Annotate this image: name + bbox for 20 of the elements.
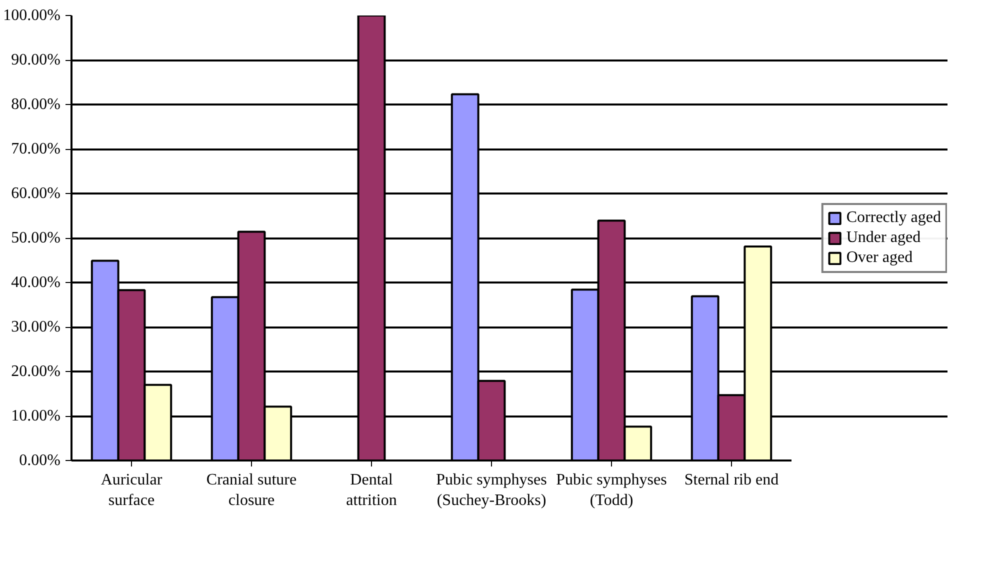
y-tick-label: 60.00% <box>11 185 60 202</box>
legend-label: Over aged <box>846 248 913 266</box>
x-tick-label: Dental attrition <box>346 472 397 509</box>
x-tick-label: Cranial suture closure <box>206 472 297 509</box>
y-tick-label: 70.00% <box>11 140 60 158</box>
legend-label: Under aged <box>846 228 921 246</box>
y-tick-label: 0.00% <box>19 452 60 469</box>
x-tick-label: Auricular surface <box>100 472 163 509</box>
y-tick-label: 90.00% <box>11 52 60 68</box>
x-tick-label: Sternal rib end <box>684 472 779 488</box>
x-tick-label: Pubic symphyses (Suchey-Brooks) <box>436 472 547 509</box>
y-tick-label: 50.00% <box>11 230 60 246</box>
y-tick-label: 10.00% <box>11 408 60 424</box>
y-tick-label: 40.00% <box>11 274 60 291</box>
y-tick-label: 100.00% <box>3 7 60 24</box>
y-tick-label: 30.00% <box>11 318 60 336</box>
legend-label: Correctly aged <box>846 208 941 226</box>
x-tick-label: Pubic symphyses (Todd) <box>556 472 667 509</box>
y-tick-label: 80.00% <box>11 96 60 113</box>
y-tick-label: 20.00% <box>11 363 60 380</box>
